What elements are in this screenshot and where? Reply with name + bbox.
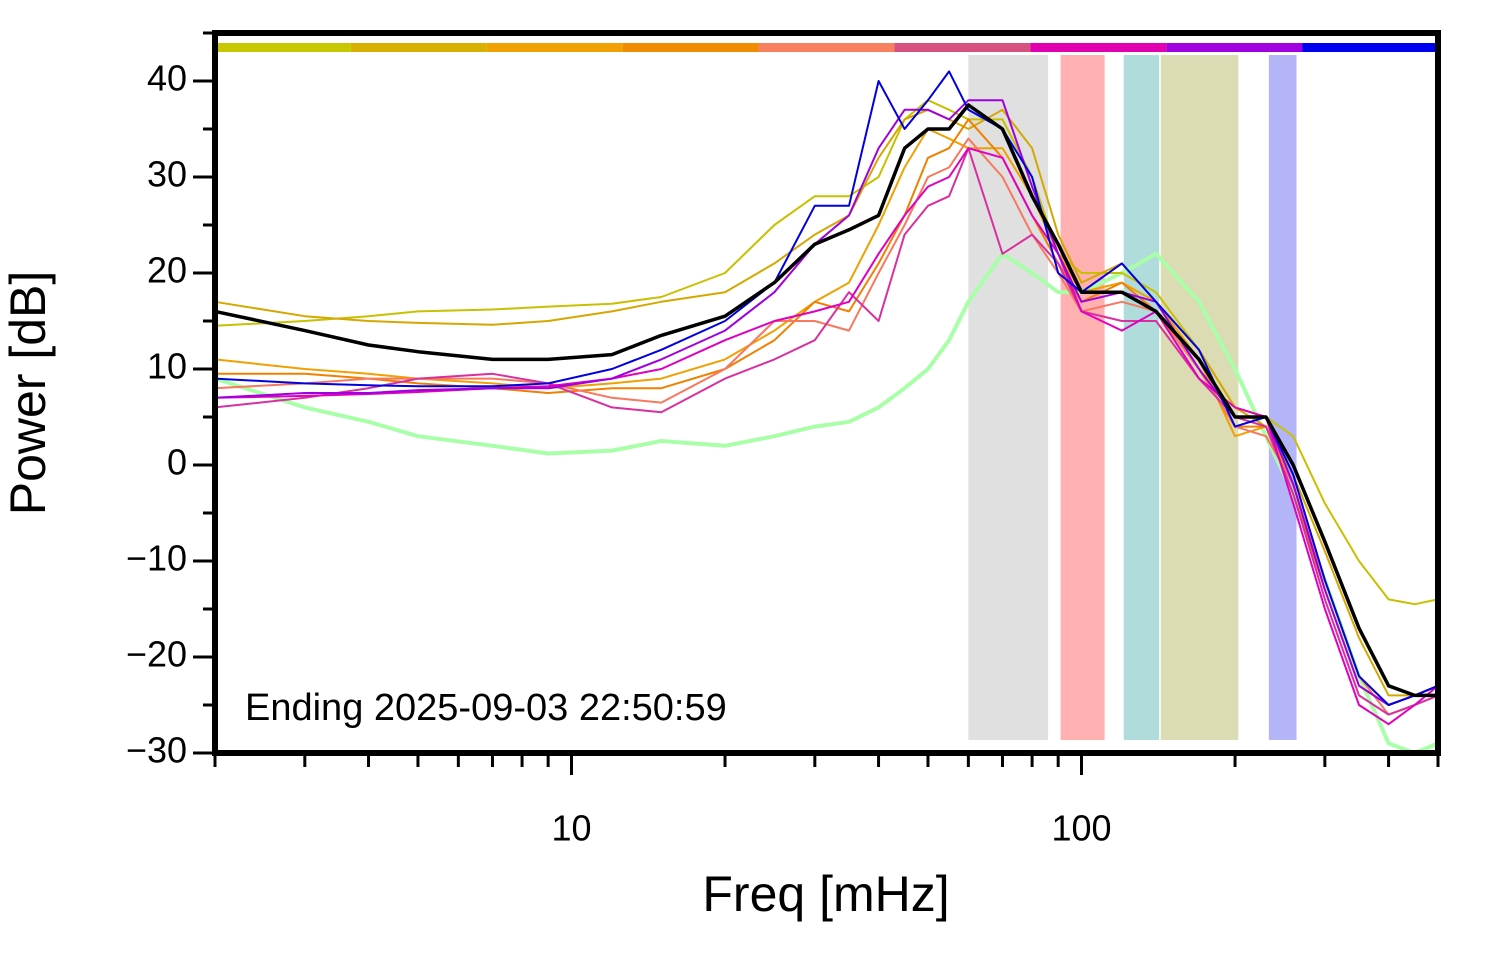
plot-lines (214, 70, 1439, 755)
x-axis-label: Freq [mHz] (702, 866, 949, 922)
y-tick-label: 20 (147, 250, 187, 291)
y-tick-label: 0 (167, 442, 187, 483)
series-line (214, 70, 1439, 706)
color-bar-segment (758, 43, 895, 52)
frequency-band (1060, 55, 1105, 740)
frequency-band (1123, 55, 1160, 740)
annotation: Ending 2025-09-03 22:50:59 (245, 687, 727, 729)
color-bar-segment (1302, 43, 1438, 52)
y-tick-label: 30 (147, 154, 187, 195)
y-tick-label: −10 (126, 538, 187, 579)
color-bar-segment (1030, 43, 1167, 52)
frequency-band (1268, 55, 1297, 740)
series-line (214, 99, 1439, 706)
y-tick-label: 40 (147, 58, 187, 99)
y-tick-label: −30 (126, 730, 187, 771)
color-bar-segment (1166, 43, 1303, 52)
color-bar-segment (894, 43, 1031, 52)
plot-frame (212, 30, 1441, 756)
y-tick-label: 10 (147, 346, 187, 387)
series-line (214, 251, 1439, 755)
series-line (214, 99, 1439, 606)
color-bar-segment (215, 43, 351, 52)
color-bar-segment (486, 43, 623, 52)
y-axis-label: Power [dB] (0, 271, 56, 516)
frequency-band (1160, 55, 1239, 740)
series-line (214, 147, 1439, 726)
color-bar-segment (350, 43, 487, 52)
x-tick-label: 10 (551, 808, 591, 849)
color-bar-segment (622, 43, 759, 52)
x-tick-label: 100 (1051, 808, 1111, 849)
series-line (214, 108, 1438, 697)
series-line (214, 103, 1438, 698)
y-tick-label: −20 (126, 634, 187, 675)
